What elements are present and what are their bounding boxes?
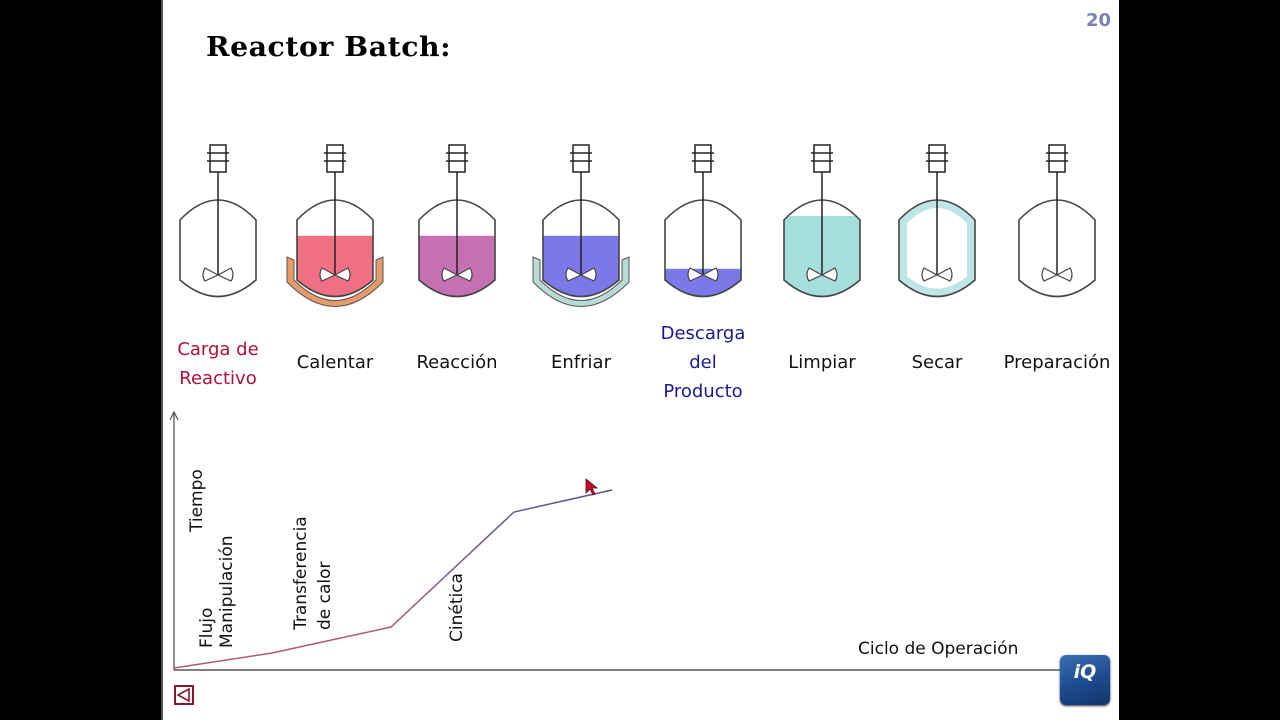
reactor-enfriar [532, 144, 630, 307]
mouse-cursor-icon [585, 478, 599, 496]
stage-label-limpiar: Limpiar [788, 352, 856, 373]
reactor-preparacion [1018, 144, 1096, 298]
chart-annotation-4: Cinética [447, 573, 467, 642]
reactor-limpiar [783, 144, 861, 298]
reactor-secar [898, 144, 976, 298]
reactor-reaccion [418, 144, 496, 298]
stage-label-carga: Carga de Reactivo [177, 339, 259, 389]
triangle-left-icon [176, 687, 190, 703]
x-axis-label: Ciclo de Operación [858, 639, 1019, 659]
reactor-descarga [664, 144, 742, 298]
stage-label-descarga: Descarga del Producto [660, 323, 746, 402]
slide: Reactor Batch: 20 Carga de Reactivo Calen… [161, 0, 1119, 720]
reactor-calentar [286, 144, 384, 307]
time-chart [169, 410, 1061, 671]
reactor-carga [179, 144, 257, 298]
time-curve [173, 489, 613, 669]
stage-label-reaccion: Reacción [416, 352, 498, 373]
stage-label-preparacion: Preparación [1003, 352, 1111, 373]
stage-label-enfriar: Enfriar [551, 352, 611, 373]
reactor-stages-illustration [179, 144, 1096, 307]
chart-annotation-3: Transferencia de calor [291, 516, 335, 630]
chart-annotation-2: Manipulación [217, 535, 237, 648]
stage-label-secar: Secar [911, 352, 963, 373]
back-button[interactable] [174, 685, 194, 705]
y-axis-label: Tiempo [187, 469, 207, 532]
slide-title: Reactor Batch: [206, 32, 452, 63]
iq-logo: iQ [1060, 655, 1110, 705]
stage-label-calentar: Calentar [296, 352, 374, 373]
page-number: 20 [1085, 10, 1111, 31]
y-axis-arrow-icon [169, 410, 179, 421]
